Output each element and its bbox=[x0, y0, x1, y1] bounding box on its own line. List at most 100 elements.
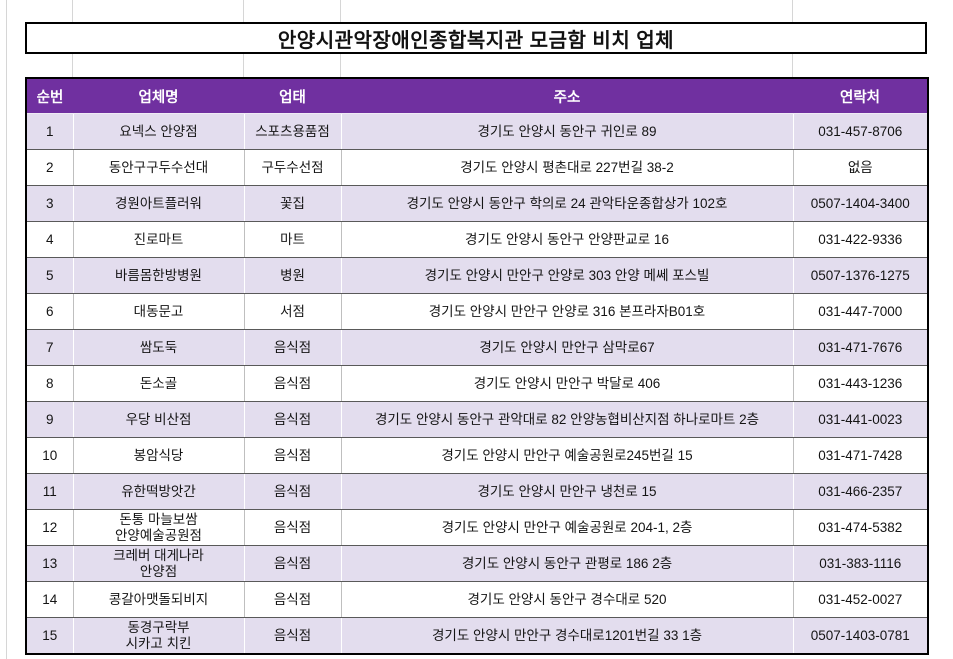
cell-phone: 031-443-1236 bbox=[793, 365, 928, 402]
cell-name: 대동문고 bbox=[73, 293, 245, 330]
table-row: 8 돈소골 음식점 경기도 안양시 만안구 박달로 406 031-443-1236 bbox=[26, 365, 928, 402]
cell-address: 경기도 안양시 동안구 학의로 24 관악타운종합상가 102호 bbox=[341, 185, 793, 222]
table-row: 9 우당 비산점 음식점 경기도 안양시 동안구 관악대로 82 안양농협비산지점 하… bbox=[26, 401, 928, 438]
cell-no: 3 bbox=[26, 185, 73, 222]
table-row: 2 동안구구두수선대 구두수선점 경기도 안양시 평촌대로 227번길 38-2 없음 bbox=[26, 149, 928, 186]
table-row: 14 콩갈아맷돌되비지 음식점 경기도 안양시 동안구 경수대로 520 031-452… bbox=[26, 581, 928, 618]
cell-type: 병원 bbox=[244, 257, 341, 294]
cell-type: 음식점 bbox=[244, 329, 341, 366]
cell-phone: 031-457-8706 bbox=[793, 113, 928, 150]
cell-address: 경기도 안양시 만안구 예술공원로 204-1, 2층 bbox=[341, 509, 794, 546]
sheet-gridline bbox=[792, 0, 793, 22]
cell-name: 동경구락부 시카고 치킨 bbox=[73, 617, 244, 655]
cell-type: 음식점 bbox=[244, 545, 341, 582]
column-header-no: 순번 bbox=[26, 78, 73, 114]
cell-phone: 031-452-0027 bbox=[793, 581, 928, 618]
cell-address: 경기도 안양시 만안구 안양로 316 본프라자B01호 bbox=[341, 293, 794, 330]
cell-phone: 0507-1376-1275 bbox=[793, 257, 928, 294]
cell-address: 경기도 안양시 동안구 관평로 186 2층 bbox=[341, 545, 793, 582]
cell-no: 10 bbox=[26, 437, 74, 474]
table-row: 11 유한떡방앗간 음식점 경기도 안양시 만안구 냉천로 15 031-466-235… bbox=[26, 473, 928, 510]
cell-phone: 031-447-7000 bbox=[793, 293, 928, 330]
table-row: 3 경원아트플러워 꽃집 경기도 안양시 동안구 학의로 24 관악타운종합상가 10… bbox=[26, 185, 928, 222]
cell-no: 9 bbox=[26, 401, 73, 438]
sheet-gridline bbox=[72, 0, 73, 22]
document-title-box: 안양시관악장애인종합복지관 모금함 비치 업체 bbox=[25, 22, 927, 54]
table-row: 6 대동문고 서점 경기도 안양시 만안구 안양로 316 본프라자B01호 031-4… bbox=[26, 293, 928, 330]
cell-phone: 031-471-7428 bbox=[793, 437, 928, 474]
cell-phone: 031-383-1116 bbox=[793, 545, 928, 582]
cell-no: 5 bbox=[26, 257, 73, 294]
cell-name: 요넥스 안양점 bbox=[73, 113, 244, 150]
cell-address: 경기도 안양시 동안구 안양판교로 16 bbox=[341, 221, 794, 258]
sheet-gridline bbox=[792, 54, 793, 77]
cell-name: 바름몸한방병원 bbox=[73, 257, 244, 294]
table-row: 4 진로마트 마트 경기도 안양시 동안구 안양판교로 16 031-422-9336 bbox=[26, 221, 928, 258]
cell-phone: 031-474-5382 bbox=[793, 509, 928, 546]
cell-name: 봉암식당 bbox=[73, 437, 245, 474]
cell-no: 8 bbox=[26, 365, 74, 402]
cell-name: 진로마트 bbox=[73, 221, 245, 258]
vendor-table-wrapper: 순번 업체명 업태 주소 연락처 1 요넥스 안양점 스포츠용품점 경기도 안양시 동… bbox=[25, 77, 929, 655]
cell-address: 경기도 안양시 동안구 귀인로 89 bbox=[341, 113, 793, 150]
cell-phone: 031-441-0023 bbox=[793, 401, 928, 438]
cell-no: 6 bbox=[26, 293, 74, 330]
table-row: 10 봉암식당 음식점 경기도 안양시 만안구 예술공원로245번길 15 031-47… bbox=[26, 437, 928, 474]
cell-address: 경기도 안양시 동안구 경수대로 520 bbox=[341, 581, 794, 618]
table-row: 1 요넥스 안양점 스포츠용품점 경기도 안양시 동안구 귀인로 89 031-457-… bbox=[26, 113, 928, 150]
cell-name: 동안구구두수선대 bbox=[73, 149, 245, 186]
vendor-table: 순번 업체명 업태 주소 연락처 1 요넥스 안양점 스포츠용품점 경기도 안양시 동… bbox=[25, 77, 929, 655]
cell-address: 경기도 안양시 만안구 안양로 303 안양 메쎄 포스빌 bbox=[341, 257, 793, 294]
cell-address: 경기도 안양시 만안구 경수대로1201번길 33 1층 bbox=[341, 617, 793, 655]
cell-address: 경기도 안양시 만안구 삼막로67 bbox=[341, 329, 793, 366]
table-body: 1 요넥스 안양점 스포츠용품점 경기도 안양시 동안구 귀인로 89 031-457-… bbox=[26, 113, 928, 655]
cell-name: 경원아트플러워 bbox=[73, 185, 244, 222]
table-header-row: 순번 업체명 업태 주소 연락처 bbox=[26, 78, 928, 114]
cell-name: 우당 비산점 bbox=[73, 401, 244, 438]
sheet-gridline bbox=[72, 54, 73, 77]
cell-phone: 0507-1403-0781 bbox=[793, 617, 928, 655]
cell-type: 음식점 bbox=[244, 473, 341, 510]
sheet-gridline bbox=[340, 54, 341, 77]
cell-no: 4 bbox=[26, 221, 74, 258]
cell-type: 구두수선점 bbox=[244, 149, 342, 186]
cell-no: 1 bbox=[26, 113, 73, 150]
cell-name: 크레버 대게나라 안양점 bbox=[73, 545, 244, 582]
cell-name: 쌈도둑 bbox=[73, 329, 244, 366]
cell-no: 15 bbox=[26, 617, 73, 655]
sheet-gridline bbox=[243, 54, 244, 77]
table-row: 13 크레버 대게나라 안양점 음식점 경기도 안양시 동안구 관평로 186 2층 0… bbox=[26, 545, 928, 582]
cell-address: 경기도 안양시 동안구 관악대로 82 안양농협비산지점 하나로마트 2층 bbox=[341, 401, 793, 438]
cell-phone: 없음 bbox=[793, 149, 928, 186]
table-row: 12 돈통 마늘보쌈 안양예술공원점 음식점 경기도 안양시 만안구 예술공원로 20… bbox=[26, 509, 928, 546]
document-title: 안양시관악장애인종합복지관 모금함 비치 업체 bbox=[277, 29, 675, 52]
cell-name: 돈소골 bbox=[73, 365, 245, 402]
cell-type: 음식점 bbox=[244, 581, 342, 618]
cell-no: 2 bbox=[26, 149, 74, 186]
cell-type: 스포츠용품점 bbox=[244, 113, 341, 150]
sheet-gridline bbox=[6, 0, 7, 659]
cell-address: 경기도 안양시 만안구 예술공원로245번길 15 bbox=[341, 437, 794, 474]
cell-type: 음식점 bbox=[244, 401, 341, 438]
cell-name: 콩갈아맷돌되비지 bbox=[73, 581, 245, 618]
column-header-name: 업체명 bbox=[73, 78, 244, 114]
column-header-type: 업태 bbox=[244, 78, 341, 114]
cell-address: 경기도 안양시 만안구 냉천로 15 bbox=[341, 473, 793, 510]
cell-phone: 031-422-9336 bbox=[793, 221, 928, 258]
cell-no: 7 bbox=[26, 329, 73, 366]
column-header-address: 주소 bbox=[341, 78, 793, 114]
cell-no: 14 bbox=[26, 581, 74, 618]
cell-type: 마트 bbox=[244, 221, 342, 258]
cell-type: 음식점 bbox=[244, 437, 342, 474]
cell-name: 돈통 마늘보쌈 안양예술공원점 bbox=[73, 509, 245, 546]
cell-no: 13 bbox=[26, 545, 73, 582]
cell-type: 꽃집 bbox=[244, 185, 341, 222]
cell-address: 경기도 안양시 만안구 박달로 406 bbox=[341, 365, 794, 402]
cell-name: 유한떡방앗간 bbox=[73, 473, 244, 510]
table-row: 15 동경구락부 시카고 치킨 음식점 경기도 안양시 만안구 경수대로1201번길 … bbox=[26, 617, 928, 655]
sheet-gridline bbox=[340, 0, 341, 22]
cell-type: 음식점 bbox=[244, 365, 342, 402]
cell-type: 음식점 bbox=[244, 617, 341, 655]
cell-type: 음식점 bbox=[244, 509, 342, 546]
